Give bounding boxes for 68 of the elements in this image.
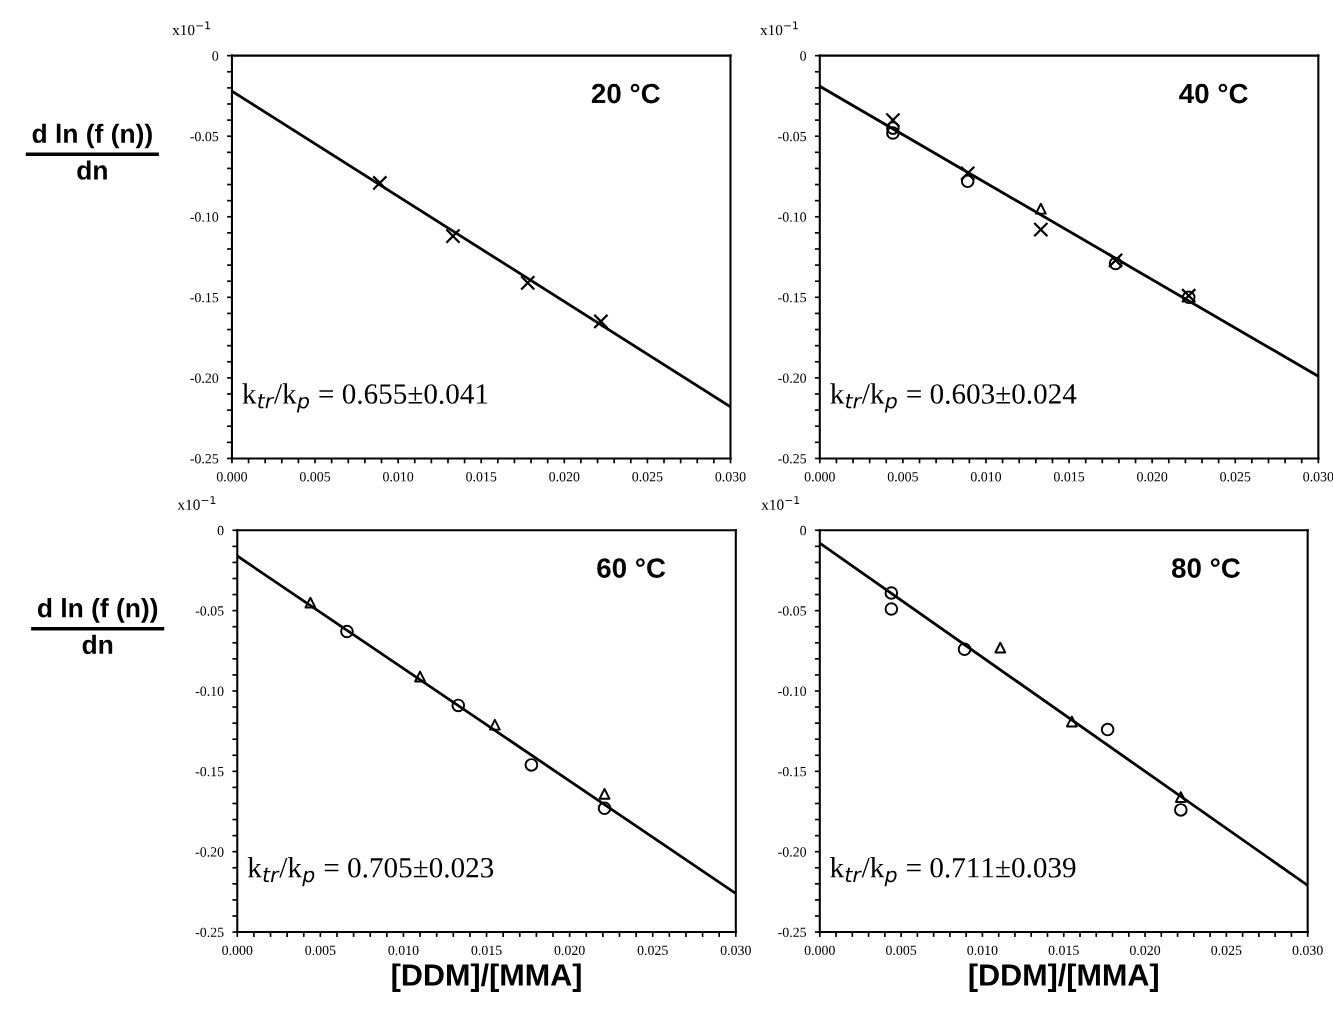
y-tick-label: -0.25 bbox=[195, 927, 224, 938]
annotation: 40 °C bbox=[1179, 83, 1248, 104]
y-tick-label: -0.25 bbox=[778, 454, 807, 464]
text: x10$^{−1}$ bbox=[761, 496, 800, 510]
x-tick-label: 0.015 bbox=[1048, 945, 1079, 956]
x-tick-label: 0.025 bbox=[632, 472, 663, 482]
annotation: k$_{tr}$/k$_{p}$ = 0.705±0.023 bbox=[247, 857, 494, 887]
x-tick-label: 0.010 bbox=[967, 945, 998, 956]
y-tick-label: -0.05 bbox=[190, 131, 219, 142]
y-axis-title: d ln (f (n)) dn bbox=[32, 123, 152, 180]
y-tick-label: -0.05 bbox=[778, 606, 807, 616]
y-tick-label: -0.10 bbox=[195, 686, 224, 697]
x-tick-label: 0.030 bbox=[715, 472, 746, 482]
y-tick-label: -0.20 bbox=[195, 847, 224, 857]
x-tick-label: 0.030 bbox=[1292, 945, 1323, 956]
y-axis-title: d ln (f (n)) dn bbox=[37, 598, 158, 655]
y-tick-label: -0.20 bbox=[190, 373, 219, 383]
x-tick-label: 0.005 bbox=[887, 472, 918, 482]
y-tick-label: -0.20 bbox=[778, 373, 807, 383]
annotation: k$_{tr}$/k$_{p}$ = 0.711±0.039 bbox=[830, 857, 1076, 887]
x-tick-label: 0.000 bbox=[804, 945, 835, 956]
y-tick-label: -0.15 bbox=[778, 766, 807, 777]
annotation: 20 °C bbox=[591, 83, 660, 104]
x-tick-label: 0.020 bbox=[554, 945, 585, 956]
text: x10$^{−1}$ bbox=[172, 21, 210, 36]
y-tick-label: -0.25 bbox=[190, 454, 219, 464]
y-tick-label: -0.10 bbox=[778, 686, 807, 697]
text: x10$^{−1}$ bbox=[177, 496, 216, 510]
y-tick-label: -0.10 bbox=[190, 212, 219, 222]
annotation: k$_{tr}$/k$_{p}$ = 0.603±0.024 bbox=[830, 383, 1077, 413]
x-tick-label: 0.015 bbox=[1053, 472, 1085, 482]
x-tick-label: 0.030 bbox=[1303, 472, 1333, 482]
x-tick-label: 0.020 bbox=[1137, 472, 1168, 482]
x-axis-title: [DDM]/[MMA] bbox=[969, 963, 1158, 992]
y-tick-label: 0 bbox=[212, 51, 219, 61]
text: x10$^{−1}$ bbox=[760, 21, 798, 36]
y-tick-label: -0.25 bbox=[778, 927, 807, 938]
annotation: k$_{tr}$/k$_{p}$ = 0.655±0.041 bbox=[242, 383, 488, 413]
x-tick-label: 0.000 bbox=[216, 472, 248, 482]
x-tick-label: 0.005 bbox=[886, 945, 917, 956]
y-tick-label: -0.15 bbox=[778, 292, 807, 303]
annotation: 60 °C bbox=[597, 558, 666, 578]
x-tick-label: 0.025 bbox=[637, 945, 668, 956]
y-tick-label: -0.20 bbox=[778, 847, 807, 857]
x-tick-label: 0.025 bbox=[1220, 472, 1251, 482]
x-tick-label: 0.030 bbox=[720, 945, 751, 956]
x-tick-label: 0.000 bbox=[804, 472, 835, 482]
y-tick-label: 0 bbox=[217, 525, 224, 536]
y-tick-label: -0.05 bbox=[778, 131, 807, 142]
x-tick-label: 0.010 bbox=[970, 472, 1002, 482]
x-tick-label: 0.005 bbox=[299, 472, 331, 482]
x-tick-label: 0.015 bbox=[471, 945, 502, 956]
x-tick-label: 0.010 bbox=[388, 945, 419, 956]
y-tick-label: -0.05 bbox=[195, 606, 224, 616]
y-tick-label: 0 bbox=[800, 525, 807, 536]
y-tick-label: 0 bbox=[800, 51, 807, 61]
x-tick-label: 0.020 bbox=[1129, 945, 1161, 956]
x-tick-label: 0.000 bbox=[222, 945, 253, 956]
x-tick-label: 0.015 bbox=[466, 472, 497, 482]
annotation: 80 °C bbox=[1171, 558, 1241, 578]
x-tick-label: 0.005 bbox=[305, 945, 336, 956]
y-tick-label: -0.15 bbox=[190, 292, 219, 303]
x-tick-label: 0.020 bbox=[549, 472, 580, 482]
x-axis-title: [DDM]/[MMA] bbox=[392, 963, 581, 992]
y-tick-label: -0.10 bbox=[778, 212, 807, 222]
y-tick-label: -0.15 bbox=[195, 766, 224, 777]
x-tick-label: 0.010 bbox=[383, 472, 414, 482]
x-tick-label: 0.025 bbox=[1211, 945, 1242, 956]
